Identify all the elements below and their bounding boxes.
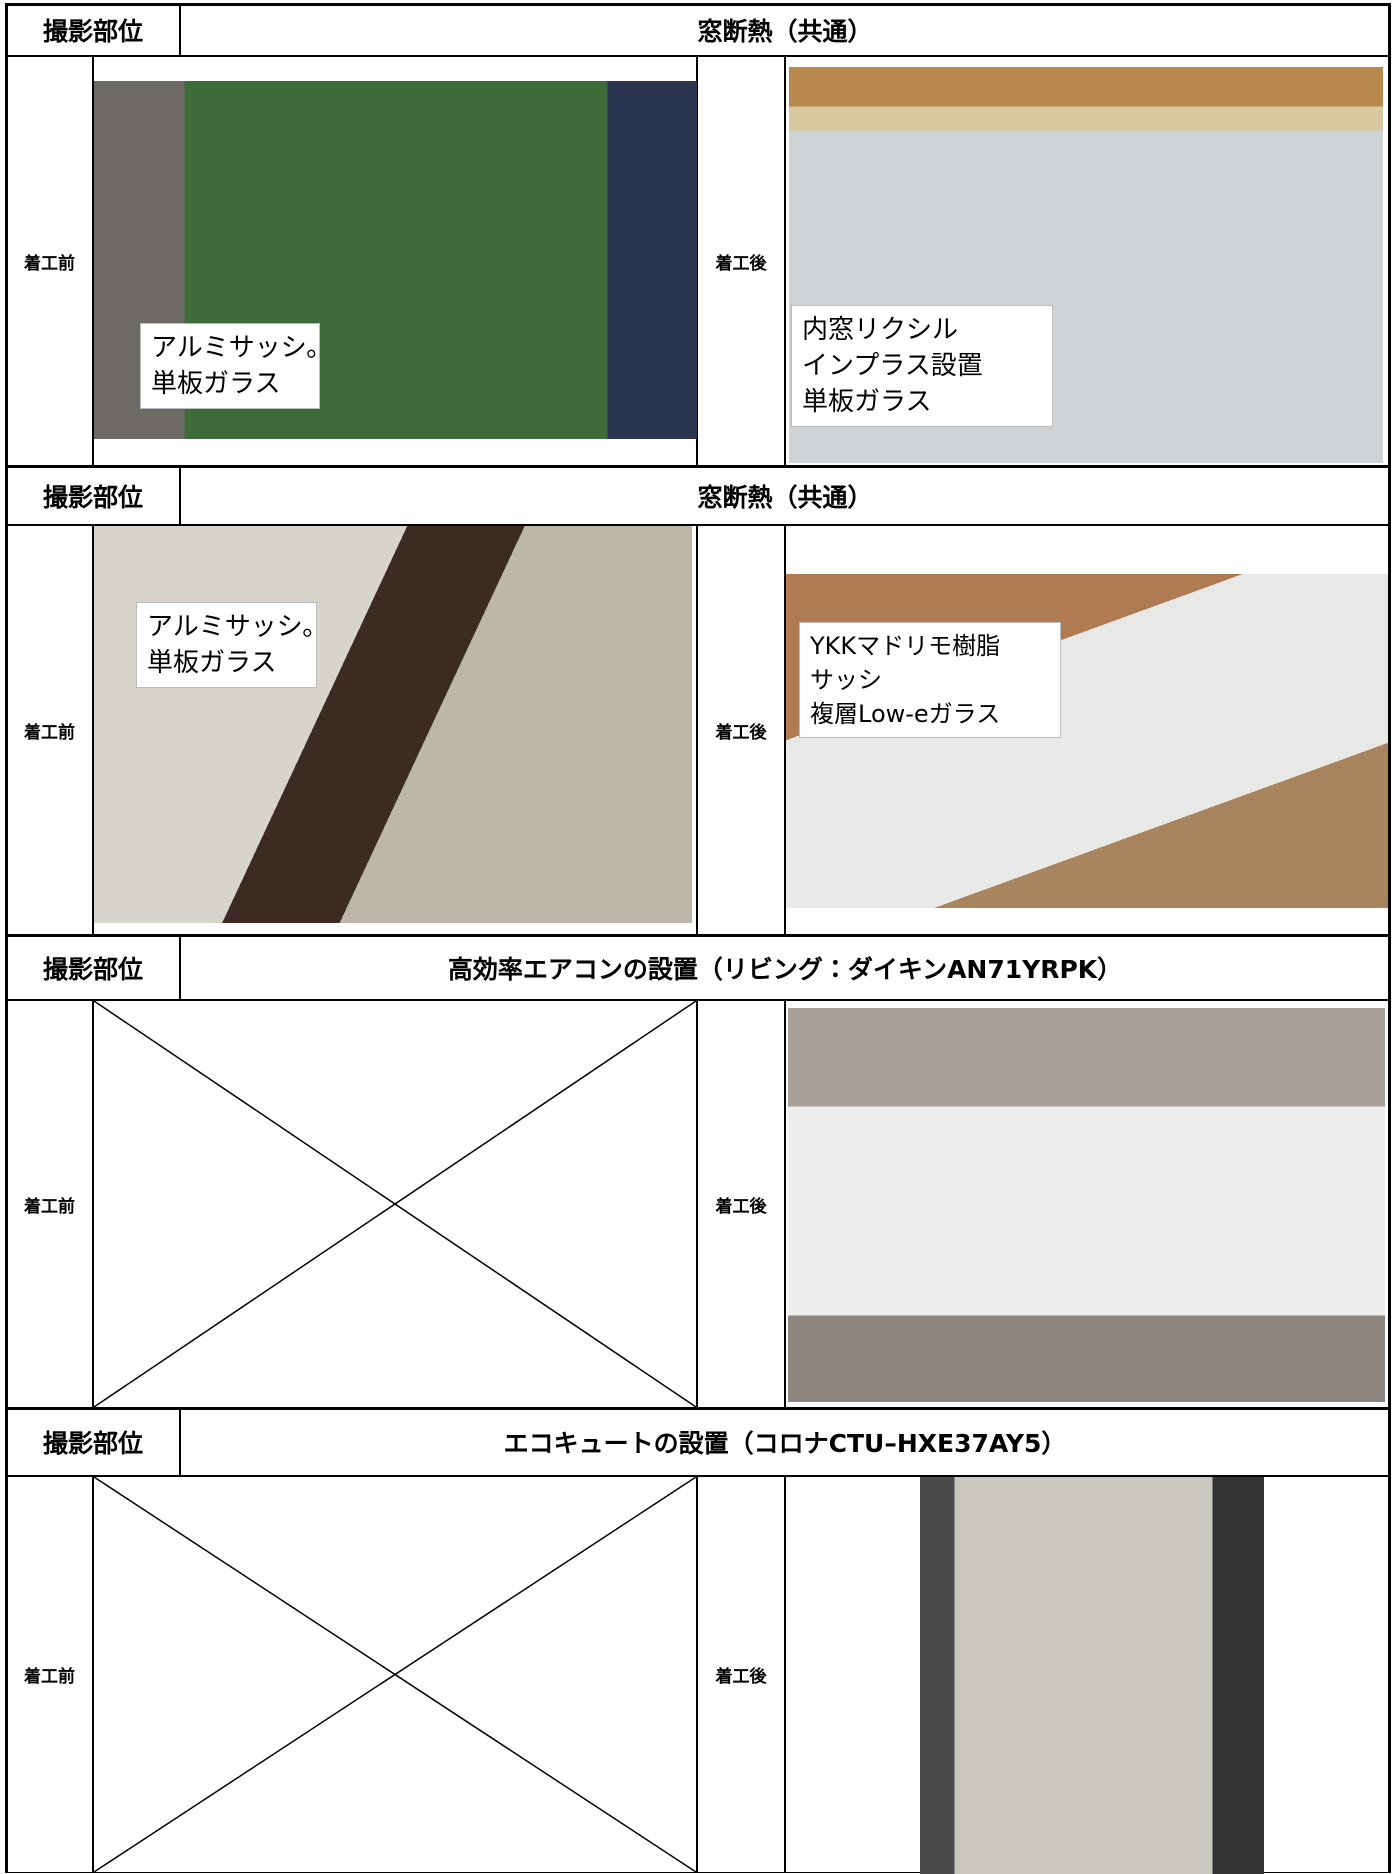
photo	[788, 1008, 1385, 1402]
photo-note: YKKマドリモ樹脂 サッシ複層Low-eガラス	[799, 622, 1061, 738]
outer-border-left	[5, 3, 8, 1873]
section-border	[6, 3, 1390, 6]
note-line: 単板ガラス	[802, 387, 932, 417]
header-label-cell: 撮影部位	[6, 935, 180, 1000]
before-label: 着工前	[6, 1476, 93, 1873]
note-line: 複層Low-eガラス	[810, 700, 1001, 728]
section-border	[6, 465, 1390, 468]
photo	[94, 526, 692, 923]
after-photo-cell	[785, 1476, 1390, 1874]
outer-border-right	[1388, 3, 1391, 1873]
before-photo-cell: アルミサッシ。 単板ガラス	[93, 525, 697, 935]
before-photo-cell	[93, 1000, 697, 1408]
header-title-cell: 高効率エアコンの設置（リビング：ダイキンAN71YRPK）	[180, 935, 1390, 1000]
photo-note: アルミサッシ。 単板ガラス	[140, 323, 333, 409]
after-label: 着工後	[697, 1476, 785, 1873]
before-label: 着工前	[6, 525, 93, 935]
cross-line	[94, 1001, 696, 1407]
before-label: 着工前	[6, 56, 93, 466]
header-label-cell: 撮影部位	[6, 466, 180, 525]
header-title-cell: 窓断熱（共通）	[180, 466, 1390, 525]
after-label: 着工後	[697, 525, 785, 935]
header-label-cell: 撮影部位	[6, 4, 180, 56]
note-line: サッシ	[810, 666, 882, 694]
cross-line	[94, 1477, 696, 1872]
note-line: アルミサッシ。	[151, 333, 333, 363]
after-label: 着工後	[697, 56, 785, 466]
after-photo-cell: 内窓リクシル インプラス設置 単板ガラス	[785, 56, 1390, 466]
note-line: インプラス設置	[802, 351, 983, 381]
photo-note: アルミサッシ。 単板ガラス	[136, 602, 329, 688]
before-label: 着工前	[6, 1000, 93, 1408]
photo-note: 内窓リクシル インプラス設置 単板ガラス	[791, 305, 1053, 427]
header-title-cell: エコキュートの設置（コロナCTU–HXE37AY5）	[180, 1408, 1390, 1476]
after-photo-cell: YKKマドリモ樹脂 サッシ複層Low-eガラス	[785, 525, 1391, 935]
no-photo-cross	[94, 1001, 696, 1407]
before-photo-cell: アルミサッシ。 単板ガラス	[93, 56, 698, 466]
before-photo-cell	[93, 1476, 697, 1873]
after-label: 着工後	[697, 1000, 785, 1408]
note-line: アルミサッシ。	[147, 612, 329, 642]
section-border	[6, 1407, 1390, 1410]
header-label-cell: 撮影部位	[6, 1408, 180, 1476]
note-line: YKKマドリモ樹脂	[810, 632, 1001, 660]
photo	[920, 1477, 1264, 1874]
no-photo-cross	[94, 1477, 696, 1872]
note-line: 単板ガラス	[151, 369, 281, 399]
header-title-cell: 窓断熱（共通）	[180, 4, 1390, 56]
section-border	[6, 934, 1390, 937]
after-photo-cell	[785, 1000, 1390, 1408]
note-line: 単板ガラス	[147, 648, 277, 678]
note-line: 内窓リクシル	[802, 315, 959, 345]
